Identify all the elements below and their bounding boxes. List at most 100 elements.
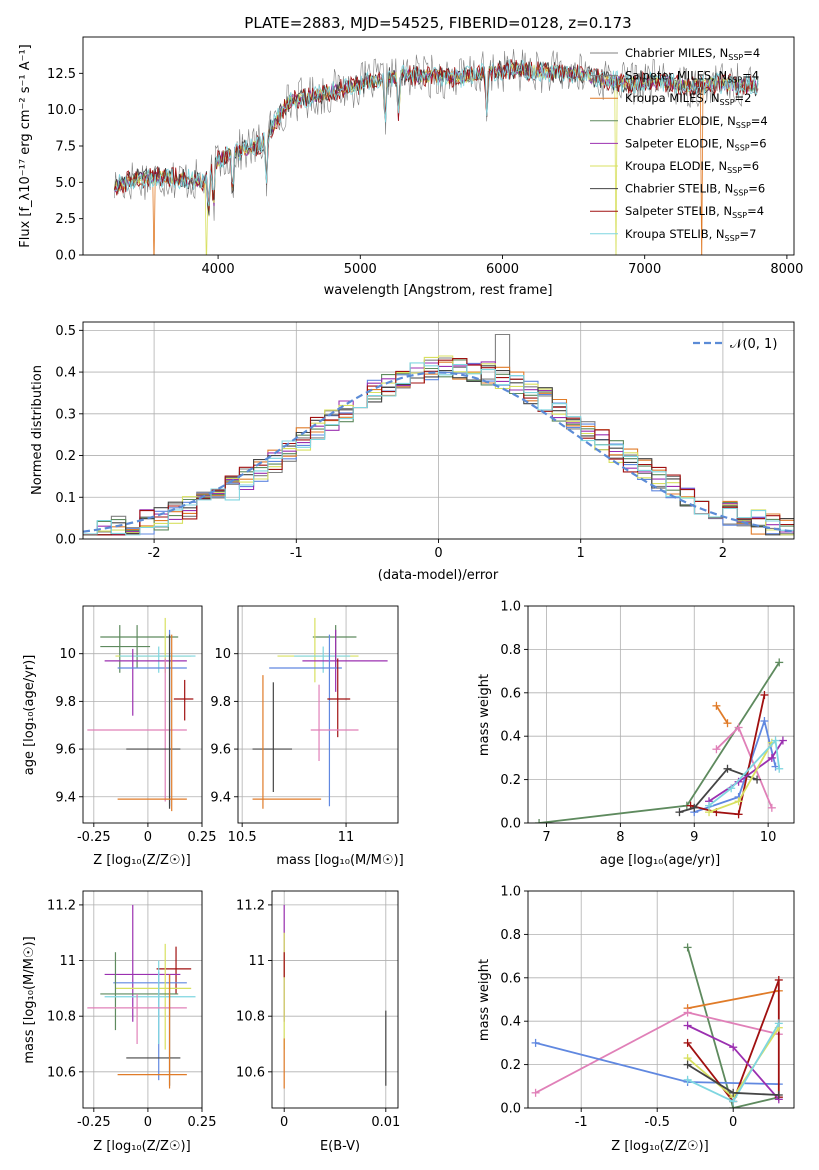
data-point-marker	[690, 803, 699, 812]
data-point-marker	[775, 658, 784, 667]
data-point-marker	[712, 745, 721, 754]
y-tick-label: 0.8	[500, 643, 521, 658]
weight-vs-metallicity-panel: Z [log₁₀(Z/Z☉)] mass weight -1 -0.5 0 0.0 0.…	[477, 885, 795, 1154]
legend-subscript: SSP	[735, 143, 750, 152]
legend-label: 𝒩(0, 1)	[730, 337, 777, 352]
weight_vs_Z-plot	[531, 943, 783, 1108]
axes-frame	[271, 890, 399, 1109]
age-z-ylabel: age [log₁₀(age/yr)]	[22, 655, 37, 776]
errorbar-point	[126, 974, 181, 1086]
legend-label: Chabrier MILES, NSSP=4	[625, 46, 760, 62]
legend-nssp: =6	[750, 136, 767, 150]
weight-series-salpeter-miles-err	[694, 717, 777, 813]
spectrum-line-kroupa-stelib	[114, 59, 759, 207]
legend-subscript: SSP	[727, 166, 742, 175]
weight-age-xlabel: age [log₁₀(age/yr)]	[600, 853, 721, 868]
legend-subscript: SSP	[728, 53, 743, 62]
x-tick-label: 1	[577, 546, 585, 561]
y-tick-label: 11	[59, 954, 76, 969]
errorbar-point	[115, 617, 192, 673]
errorbar-point	[117, 634, 187, 812]
errorbar-point	[100, 952, 179, 1031]
data-point-marker	[771, 736, 780, 745]
errorbar-point	[269, 634, 342, 807]
weight-vs-age-panel: age [log₁₀(age/yr)] mass weight 7 8 9 10 0.0…	[477, 600, 795, 868]
x-tick-label: 0.01	[371, 1115, 400, 1130]
x-tick-label: 6000	[486, 262, 519, 277]
data-point-marker	[774, 975, 783, 984]
y-tick-label: 0.6	[500, 971, 521, 986]
data-point-marker	[729, 1088, 738, 1097]
y-tick-label: 10.6	[47, 1065, 76, 1080]
axes-mass_vs_Z: -0.25 0 0.25 10.6 10.8 11 11.2	[47, 891, 216, 1130]
legend-nssp: =6	[742, 159, 759, 173]
y-tick-label: 10.8	[47, 1010, 76, 1025]
legend-label: Kroupa STELIB, NSSP=7	[625, 227, 756, 243]
x-tick-label: -1	[575, 1115, 588, 1130]
x-tick-label: 0	[729, 1115, 737, 1130]
weight-series-salpeter-stelib	[690, 694, 766, 816]
axes-age_vs_mass: 10.5 11 9.4 9.6 9.8 10	[210, 606, 398, 845]
data-point-marker	[734, 797, 743, 806]
data-point-marker	[774, 1019, 783, 1028]
x-tick-label: 8000	[770, 262, 803, 277]
errorbar-point	[119, 646, 196, 673]
y-tick-label: 9.4	[210, 790, 231, 805]
weight_vs_age-plot	[535, 658, 787, 823]
axes-mass_vs_ebv: 0 0.01 10.6 10.8 11 11.2	[236, 891, 400, 1130]
data-point-marker	[767, 803, 776, 812]
legend-subscript: SSP	[727, 76, 742, 85]
y-tick-label: 0.2	[500, 1058, 521, 1073]
legend-nssp: =4	[743, 46, 760, 60]
mass-z-xlabel: Z [log₁₀(Z/Z☉)]	[93, 1139, 190, 1154]
x-tick-label: 5000	[344, 262, 377, 277]
spectrum-plot	[113, 48, 759, 255]
y-tick-label: 0.4	[500, 730, 521, 745]
axes-frame	[237, 605, 399, 824]
axes-frame	[527, 605, 795, 824]
y-tick-label: 11	[248, 954, 265, 969]
data-point-marker	[760, 690, 769, 699]
age-mass-xlabel: mass [log₁₀(M/M☉)]	[276, 853, 403, 868]
y-tick-label: 12.5	[47, 67, 76, 82]
age-vs-metallicity-panel: Z [log₁₀(Z/Z☉)] age [log₁₀(age/yr)] -0.2…	[22, 605, 216, 868]
x-tick-label: 0	[280, 1115, 288, 1130]
spectrum-title: PLATE=2883, MJD=54525, FIBERID=0128, z=0…	[244, 14, 631, 32]
data-point-marker	[683, 943, 692, 952]
mass-vs-ebv-panel: E(B-V) 0 0.01 10.6 10.8 11 11.2	[236, 890, 400, 1154]
x-tick-label: -0.25	[77, 830, 111, 845]
y-tick-label: 0.3	[55, 407, 76, 422]
weight-series-kroupa-elodie-err	[715, 725, 773, 809]
legend-subscript: SSP	[736, 121, 751, 130]
axes-weight_vs_age: 7 8 9 10 0.0 0.2 0.4 0.6 0.8 1.0	[500, 600, 794, 845]
legend-label: Chabrier STELIB, NSSP=6	[625, 182, 765, 198]
weight-z-ylabel: mass weight	[477, 959, 492, 1041]
weight-age-ylabel: mass weight	[477, 674, 492, 756]
age-z-xlabel: Z [log₁₀(Z/Z☉)]	[93, 853, 190, 868]
data-point-marker	[723, 719, 732, 728]
weight-series-chabrier-elodie	[538, 661, 780, 823]
x-tick-label: 7	[542, 830, 550, 845]
legend-subscript: SSP	[732, 211, 747, 220]
mass-vs-metallicity-panel: Z [log₁₀(Z/Z☉)] mass [log₁₀(M/M☉)] -0.25…	[22, 890, 216, 1154]
errorbar-point	[104, 904, 181, 1022]
data-point-marker	[734, 810, 743, 819]
data-point-marker	[683, 1008, 692, 1017]
age-vs-mass-panel: mass [log₁₀(M/M☉)] 10.5 11 9.4 9.6 9.8 10	[210, 605, 404, 868]
errorbar-point	[252, 682, 293, 792]
spectrum-panel: PLATE=2883, MJD=54525, FIBERID=0128, z=0…	[18, 14, 803, 298]
age_vs_mass-plot	[252, 617, 388, 809]
x-tick-label: -0.25	[77, 1115, 111, 1130]
data-point-marker	[729, 1043, 738, 1052]
y-tick-label: 0.0	[55, 533, 76, 548]
histogram-legend: 𝒩(0, 1)	[693, 337, 777, 352]
axes-frame	[82, 321, 795, 540]
weight-series-chabrier-stelib	[679, 767, 758, 813]
errorbar-point	[252, 675, 322, 809]
y-tick-label: 0.0	[500, 1102, 521, 1117]
data-point-marker	[734, 723, 743, 732]
legend-label: Salpeter MILES, NSSP=4	[625, 69, 759, 85]
data-point-marker	[753, 775, 762, 784]
data-point-marker	[683, 1075, 692, 1084]
